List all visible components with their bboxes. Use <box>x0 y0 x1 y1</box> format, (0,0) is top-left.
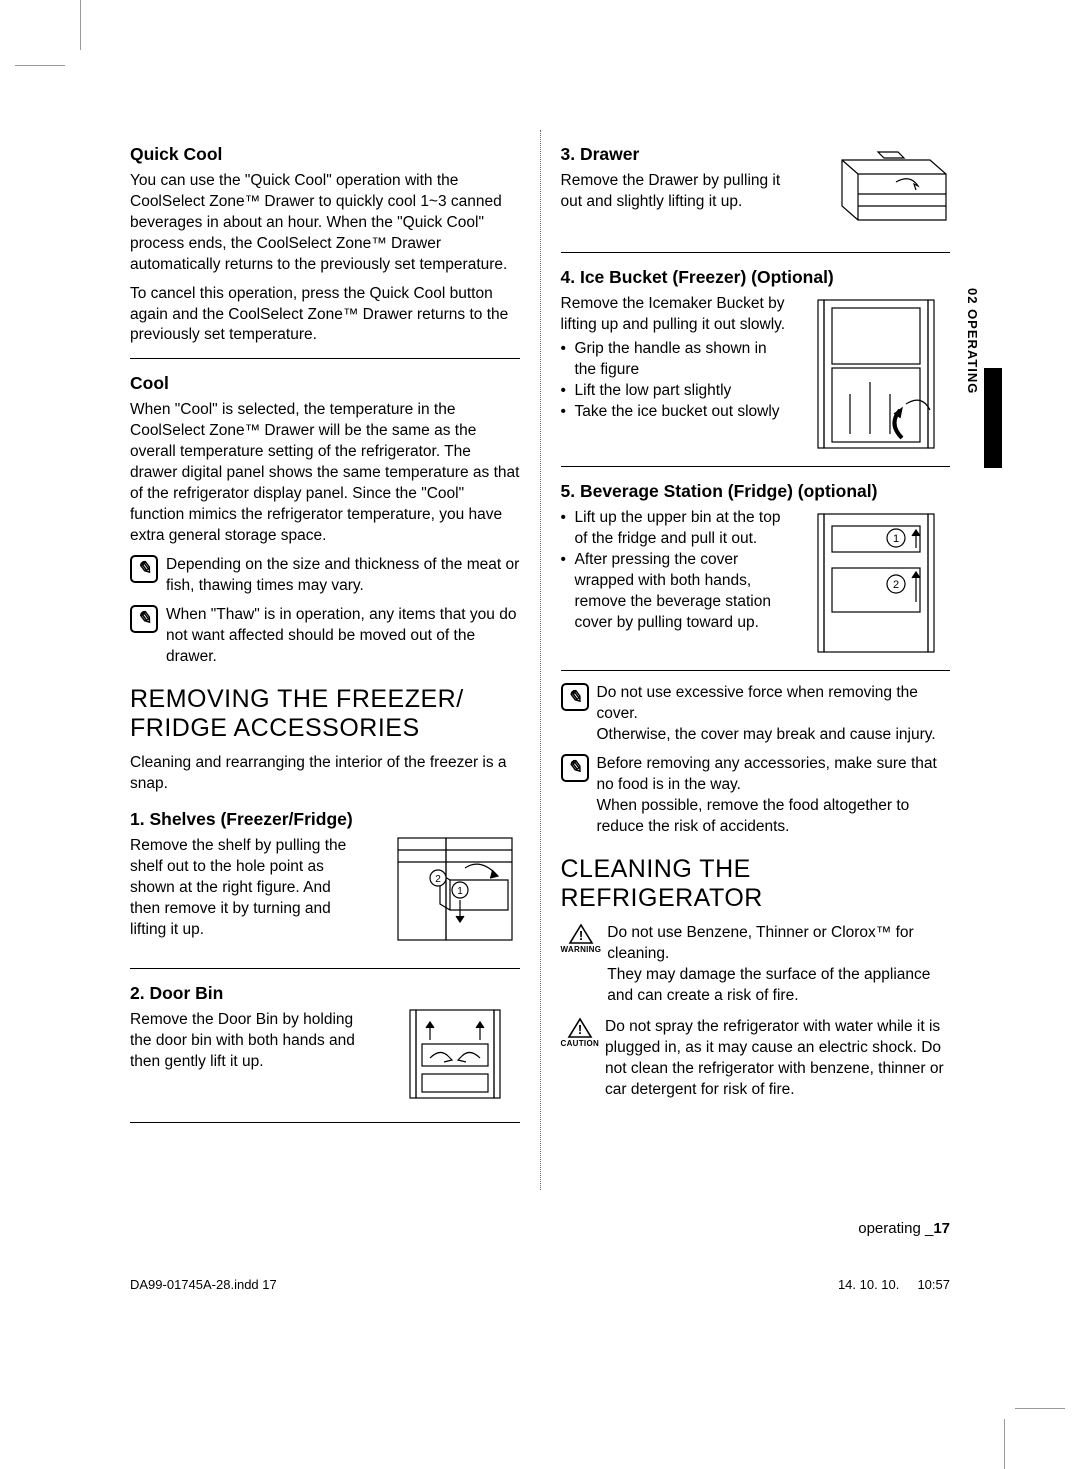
svg-text:!: ! <box>579 928 583 943</box>
crop-mark <box>15 65 65 66</box>
note: ✎ When "Thaw" is in operation, any items… <box>130 605 520 668</box>
illustration-beverage: 1 2 <box>810 508 950 658</box>
page-section: operating _ <box>858 1220 933 1237</box>
crop-mark <box>1004 1419 1005 1469</box>
warning-icon: ! <box>568 923 594 945</box>
page-content: 02 OPERATING Quick Cool You can use the … <box>130 130 950 1310</box>
warning-block: ! WARNING Do not use Benzene, Thinner or… <box>561 923 951 1007</box>
illustration-door-bin <box>390 1004 520 1104</box>
note-text: Before removing any accessories, make su… <box>597 754 951 838</box>
heading-door-bin: 2. Door Bin <box>130 983 520 1004</box>
list-item: Lift the low part slightly <box>561 381 791 402</box>
divider <box>130 358 520 359</box>
note-text: Depending on the size and thickness of t… <box>166 555 520 597</box>
heading-ice-bucket: 4. Ice Bucket (Freezer) (Optional) <box>561 267 951 288</box>
bullet-list: Grip the handle as shown in the figure L… <box>561 339 791 423</box>
svg-text:!: ! <box>578 1022 582 1037</box>
right-column: 3. Drawer Remove the Drawer by pulling i… <box>540 130 951 1190</box>
heading-beverage: 5. Beverage Station (Fridge) (optional) <box>561 481 951 502</box>
note-text: Do not use excessive force when removing… <box>597 683 951 746</box>
body-text: To cancel this operation, press the Quic… <box>130 284 520 347</box>
caution-text: Do not spray the refrigerator with water… <box>605 1017 950 1101</box>
footer-time: 10:57 <box>917 1277 950 1292</box>
caution-icon: ! <box>567 1017 593 1039</box>
illustration-ice-bucket <box>810 294 950 454</box>
print-footer: DA99-01745A-28.indd 17 14. 10. 10. 10:57 <box>130 1277 950 1292</box>
divider <box>561 466 951 467</box>
list-item: Lift up the upper bin at the top of the … <box>561 508 791 550</box>
heading-quick-cool: Quick Cool <box>130 144 520 165</box>
divider <box>130 1122 520 1123</box>
section-tab-marker <box>984 368 1002 468</box>
crop-mark <box>80 0 81 50</box>
caution-block: ! CAUTION Do not spray the refrigerator … <box>561 1017 951 1101</box>
body-text: Remove the Door Bin by holding the door … <box>130 1010 360 1073</box>
list-item: After pressing the cover wrapped with bo… <box>561 550 791 634</box>
caution-label: CAUTION <box>561 1039 600 1048</box>
heading-shelves: 1. Shelves (Freezer/Fridge) <box>130 809 520 830</box>
body-text: Remove the shelf by pulling the shelf ou… <box>130 836 360 941</box>
list-item: Take the ice bucket out slowly <box>561 402 791 423</box>
illustration-shelves: 1 2 <box>390 830 520 948</box>
heading-removing: REMOVING THE FREEZER/ FRIDGE ACCESSORIES <box>130 685 520 743</box>
divider <box>130 968 520 969</box>
note: ✎ Depending on the size and thickness of… <box>130 555 520 597</box>
body-text: You can use the "Quick Cool" operation w… <box>130 171 520 276</box>
note-icon: ✎ <box>130 605 158 633</box>
body-text: Remove the Drawer by pulling it out and … <box>561 171 791 213</box>
footer-date: 14. 10. 10. <box>838 1277 899 1292</box>
heading-cleaning: CLEANING THE REFRIGERATOR <box>561 855 951 913</box>
body-text: Cleaning and rearranging the interior of… <box>130 753 520 795</box>
heading-cool: Cool <box>130 373 520 394</box>
divider <box>561 252 951 253</box>
warning-label: WARNING <box>561 945 602 954</box>
note-text: When "Thaw" is in operation, any items t… <box>166 605 520 668</box>
body-text: When "Cool" is selected, the temperature… <box>130 400 520 546</box>
note-icon: ✎ <box>561 683 589 711</box>
note: ✎ Do not use excessive force when removi… <box>561 683 951 746</box>
left-column: Quick Cool You can use the "Quick Cool" … <box>130 130 520 1190</box>
illustration-drawer <box>820 144 950 228</box>
note-icon: ✎ <box>130 555 158 583</box>
section-tab: 02 OPERATING <box>952 288 1002 468</box>
footer-filename: DA99-01745A-28.indd 17 <box>130 1277 277 1292</box>
section-tab-label: 02 OPERATING <box>965 288 980 394</box>
note: ✎ Before removing any accessories, make … <box>561 754 951 838</box>
svg-text:1: 1 <box>893 533 899 545</box>
note-icon: ✎ <box>561 754 589 782</box>
bullet-list: Lift up the upper bin at the top of the … <box>561 508 791 634</box>
warning-text: Do not use Benzene, Thinner or Clorox™ f… <box>607 923 950 1007</box>
body-text: Remove the Icemaker Bucket by lifting up… <box>561 294 791 336</box>
divider <box>561 670 951 671</box>
crop-mark <box>1015 1408 1065 1409</box>
svg-text:1: 1 <box>457 886 463 897</box>
page-number: 17 <box>933 1220 950 1237</box>
svg-text:2: 2 <box>893 579 899 591</box>
svg-text:2: 2 <box>435 874 441 885</box>
page-label: operating _17 <box>130 1220 950 1238</box>
list-item: Grip the handle as shown in the figure <box>561 339 791 381</box>
